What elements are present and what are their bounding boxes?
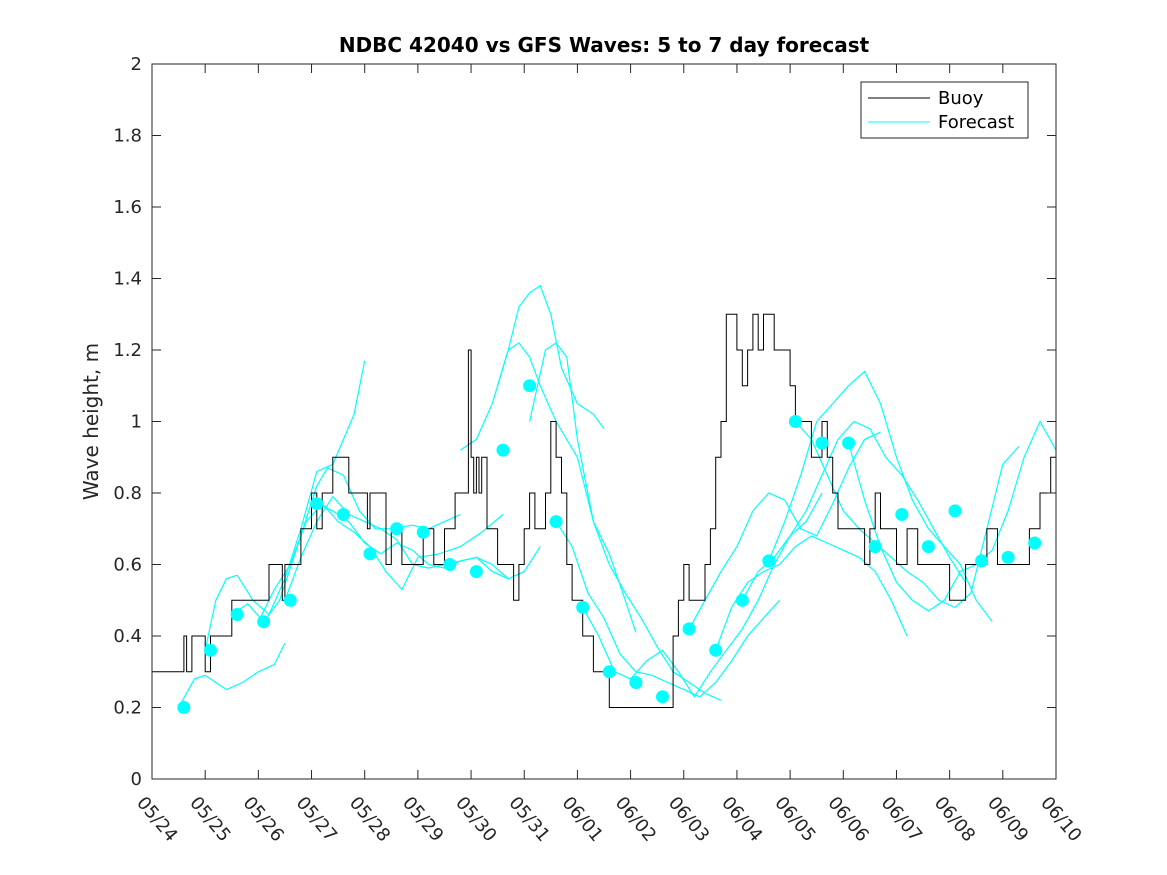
forecast-marker-29 — [948, 504, 962, 518]
forecast-line-16 — [848, 420, 1056, 612]
forecast-marker-6 — [336, 508, 350, 521]
forecast-marker-13 — [523, 379, 537, 393]
forecast-line-1 — [204, 360, 366, 651]
y-tick-label-3: 0.6 — [113, 555, 142, 576]
y-tick-label-6: 1.2 — [113, 340, 142, 361]
forecast-marker-5 — [310, 497, 324, 511]
y-tick-label-7: 1.4 — [113, 269, 142, 290]
forecast-marker-10 — [443, 558, 457, 571]
forecast-line-14 — [768, 370, 993, 623]
forecast-marker-11 — [469, 565, 483, 579]
forecast-marker-9 — [416, 525, 430, 539]
forecast-line-12 — [715, 535, 908, 651]
forecast-line-9 — [555, 521, 780, 698]
legend-box — [860, 81, 1029, 139]
forecast-marker-4 — [283, 593, 297, 607]
y-tick-label-8: 1.6 — [113, 197, 142, 218]
y-axis-label: Wave height, m — [79, 343, 103, 500]
forecast-marker-2 — [230, 608, 244, 621]
forecast-marker-31 — [1001, 550, 1015, 564]
forecast-marker-28 — [921, 540, 935, 554]
forecast-line-7 — [497, 284, 605, 430]
forecast-line-5 — [316, 503, 541, 580]
forecast-marker-20 — [709, 643, 723, 657]
forecast-marker-14 — [549, 515, 563, 529]
forecast-marker-15 — [576, 600, 590, 614]
forecast-marker-30 — [975, 554, 989, 568]
forecast-marker-3 — [257, 615, 271, 629]
forecast-marker-12 — [496, 443, 510, 457]
forecast-marker-27 — [895, 508, 909, 521]
y-axis: 0 0.2 0.4 0.6 0.8 1 1.2 1.4 1.6 1.8 2 — [113, 54, 1056, 790]
forecast-marker-0 — [177, 701, 191, 714]
forecast-marker-19 — [682, 622, 696, 636]
y-tick-label-9: 1.8 — [113, 126, 142, 147]
chart-title: NDBC 42040 vs GFS Waves: 5 to 7 day fore… — [339, 33, 870, 57]
forecast-line-11 — [688, 431, 881, 630]
forecast-line-0 — [178, 642, 286, 708]
forecast-marker-22 — [762, 554, 776, 568]
forecast-line-13 — [741, 420, 967, 601]
y-tick-label-1: 0.2 — [113, 698, 142, 719]
forecast-marker-21 — [735, 593, 749, 607]
y-tick-label-5: 1 — [131, 412, 142, 433]
forecast-marker-8 — [390, 522, 404, 536]
forecast-marker-16 — [602, 665, 616, 679]
forecast-marker-17 — [629, 676, 643, 689]
legend-buoy-label: Buoy — [938, 88, 984, 109]
forecast-marker-1 — [204, 643, 217, 657]
legend: Buoy Forecast — [860, 81, 1029, 139]
forecast-marker-23 — [788, 415, 802, 428]
forecast-marker-32 — [1028, 536, 1042, 550]
forecast-line-10 — [582, 492, 823, 698]
y-tick-label-0: 0 — [131, 769, 142, 790]
forecast-line-8 — [529, 342, 722, 701]
legend-forecast-label: Forecast — [938, 112, 1014, 133]
plot-area — [152, 284, 1056, 714]
forecast-marker-18 — [656, 690, 669, 704]
y-tick-label-2: 0.4 — [113, 626, 142, 647]
y-tick-label-4: 0.8 — [113, 483, 142, 504]
forecast-line-6 — [460, 342, 637, 633]
forecast-marker-24 — [815, 436, 829, 450]
forecast-marker-26 — [868, 540, 882, 554]
forecast-marker-25 — [842, 436, 856, 450]
forecast-marker-7 — [363, 547, 377, 561]
y-tick-label-10: 2 — [131, 54, 142, 75]
